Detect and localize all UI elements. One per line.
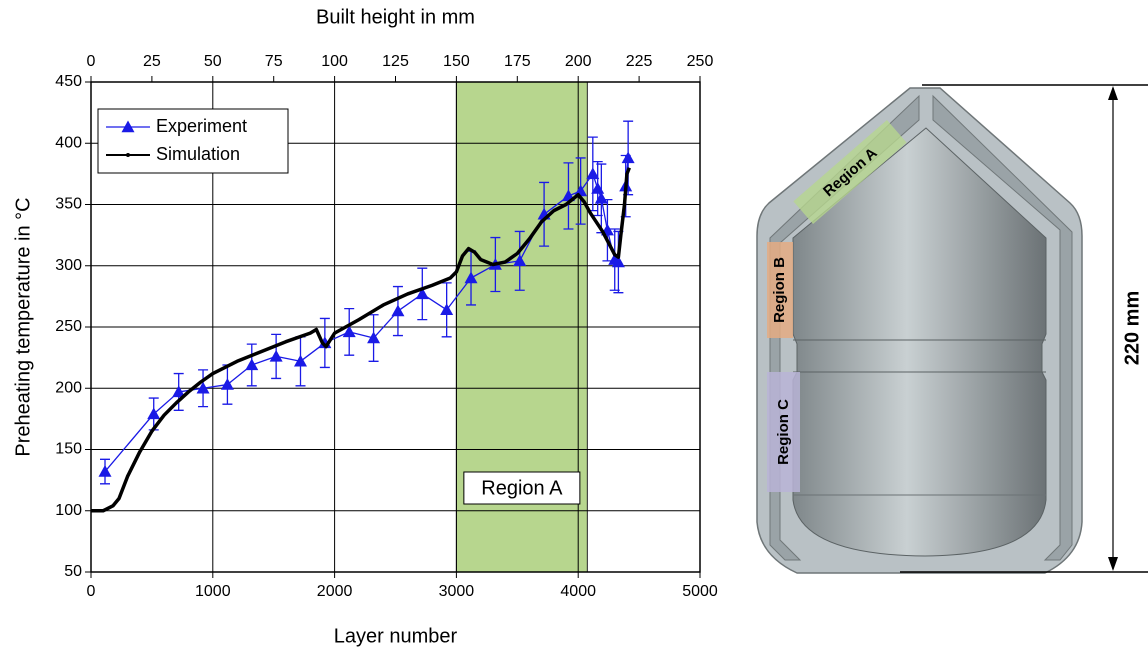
x2-tick-label: 100 xyxy=(321,53,348,70)
x-tick-label: 0 xyxy=(87,583,96,600)
vessel-diagram: Region A Region B Region C 220 mm xyxy=(757,85,1148,573)
y-tick-label: 100 xyxy=(55,502,82,519)
legend-label: Simulation xyxy=(156,144,240,164)
y-tick-label: 200 xyxy=(55,379,82,396)
x2-axis-label: Built height in mm xyxy=(316,6,475,28)
region-label: Region A xyxy=(481,477,563,499)
y-tick-label: 350 xyxy=(55,196,82,213)
x2-tick-label: 200 xyxy=(565,53,592,70)
x2-tick-label: 50 xyxy=(204,53,222,70)
y-tick-label: 150 xyxy=(55,441,82,458)
figure: 0 1000 2000 3000 4000 5000 0 25 50 75 100 125 150 175… xyxy=(0,0,1148,655)
x-axis-label: Layer number xyxy=(334,625,458,647)
x2-tick-label: 75 xyxy=(265,53,283,70)
data-point xyxy=(221,378,234,390)
data-point xyxy=(245,358,258,370)
x2-tick-label: 175 xyxy=(504,53,531,70)
region-label: Region C xyxy=(775,399,792,465)
x-tick-label: 4000 xyxy=(560,583,596,600)
y-tick-label: 400 xyxy=(55,134,82,151)
x-tick-label: 5000 xyxy=(682,583,718,600)
legend-label: Experiment xyxy=(156,116,247,136)
y-tick-label: 300 xyxy=(55,257,82,274)
x2-tick-label: 150 xyxy=(443,53,470,70)
x2-tick-label: 25 xyxy=(143,53,161,70)
x2-tick-label: 125 xyxy=(382,53,409,70)
x2-tick-label: 0 xyxy=(87,53,96,70)
page: {"chart_data": { "type": "line", "xlabel… xyxy=(0,0,1148,655)
data-point xyxy=(391,305,404,317)
x-tick-label: 1000 xyxy=(195,583,231,600)
x2-tick-label: 225 xyxy=(626,53,653,70)
data-point xyxy=(622,151,635,163)
y-tick-label: 250 xyxy=(55,318,82,335)
plot: 0 1000 2000 3000 4000 5000 0 25 50 75 100 125 150 175… xyxy=(12,6,718,647)
region-label: Region B xyxy=(771,257,788,323)
x-tick-label: 3000 xyxy=(439,583,475,600)
data-point xyxy=(270,350,283,362)
y-tick-label: 450 xyxy=(55,73,82,90)
data-point xyxy=(440,303,453,315)
x2-tick-label: 250 xyxy=(687,53,714,70)
y-tick-label: 50 xyxy=(64,563,82,580)
dimension-label: 220 mm xyxy=(1121,291,1143,366)
y-axis-label: Preheating temperature in °C xyxy=(12,197,34,456)
legend-marker xyxy=(126,153,130,157)
x-tick-label: 2000 xyxy=(317,583,353,600)
